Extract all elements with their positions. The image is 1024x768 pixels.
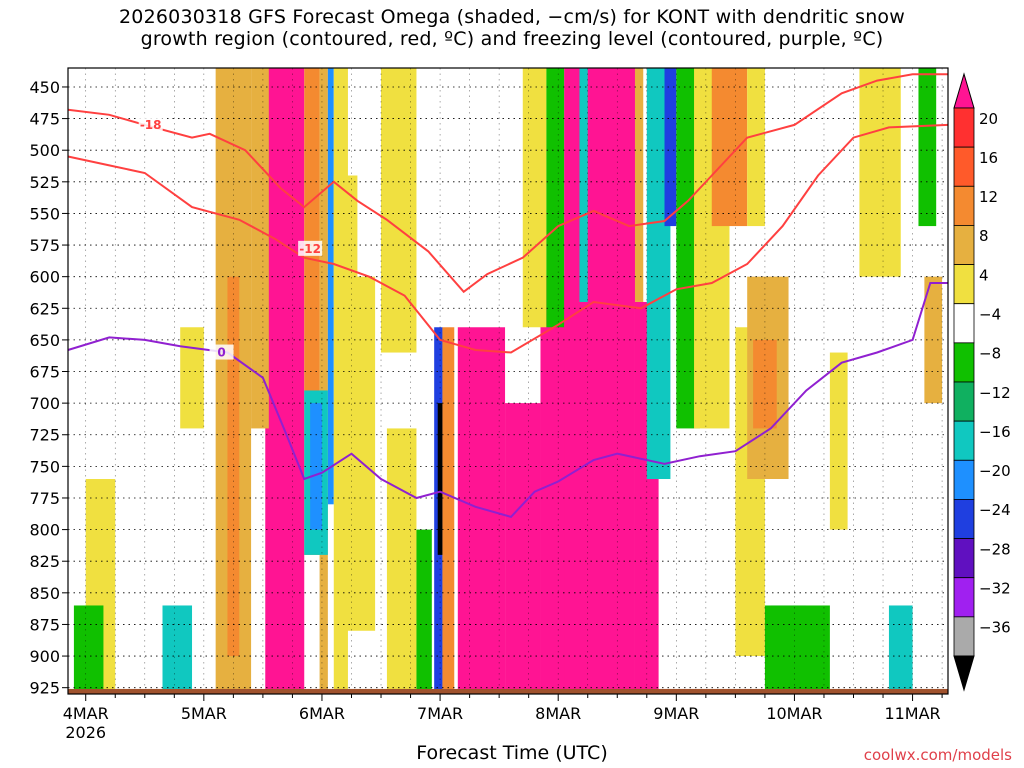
y-tick-label: 700 bbox=[29, 394, 60, 413]
y-tick-label: 750 bbox=[29, 457, 60, 476]
x-tick-label: 11MAR bbox=[884, 704, 940, 723]
omega-shade-cell bbox=[320, 68, 328, 694]
x-tick-label: 9MAR bbox=[653, 704, 699, 723]
omega-shade-cell bbox=[830, 353, 848, 530]
colorbar-label: −8 bbox=[979, 345, 1001, 363]
omega-shade-cell bbox=[505, 403, 540, 694]
y-tick-label: 475 bbox=[29, 110, 60, 129]
y-tick-label: 875 bbox=[29, 615, 60, 634]
omega-shade-cell bbox=[546, 68, 564, 327]
y-tick-label: 800 bbox=[29, 521, 60, 540]
y-tick-label: 600 bbox=[29, 268, 60, 287]
colorbar-swatch bbox=[954, 382, 974, 421]
colorbar-swatch bbox=[954, 421, 974, 460]
colorbar-label: −28 bbox=[979, 540, 1011, 558]
colorbar-swatch bbox=[954, 304, 974, 343]
omega-shade-cell bbox=[251, 68, 269, 428]
omega-shade-cell bbox=[416, 530, 431, 694]
colorbar: 20 16 12 8 4 −4 −8 −12 −16 −20 −24 −28 −32 −36 bbox=[954, 74, 1011, 690]
contour-line bbox=[68, 74, 948, 291]
colorbar-bottom-arrow bbox=[954, 656, 974, 690]
y-tick-label: 850 bbox=[29, 584, 60, 603]
omega-shade-cell bbox=[747, 68, 765, 226]
omega-shade-cell bbox=[889, 605, 913, 694]
colorbar-swatch bbox=[954, 343, 974, 382]
omega-shade-cell bbox=[765, 605, 830, 694]
y-tick-label: 575 bbox=[29, 236, 60, 255]
colorbar-swatch bbox=[954, 147, 974, 186]
colorbar-label: −32 bbox=[979, 580, 1011, 598]
y-axis: 450 475 500 525 550 575 600 625 650 675 700 725 750 7… bbox=[29, 78, 68, 698]
colorbar-swatch bbox=[954, 108, 974, 147]
x-tick-label: 7MAR bbox=[417, 704, 463, 723]
y-tick-label: 625 bbox=[29, 299, 60, 318]
y-tick-label: 525 bbox=[29, 173, 60, 192]
contour-label: -18 bbox=[140, 118, 162, 132]
colorbar-swatch bbox=[954, 499, 974, 538]
y-tick-label: 450 bbox=[29, 78, 60, 97]
colorbar-swatch bbox=[954, 617, 974, 656]
colorbar-label: 12 bbox=[979, 188, 998, 206]
omega-shade-cell bbox=[162, 605, 192, 694]
omega-shade-cell bbox=[442, 327, 454, 694]
y-tick-label: 650 bbox=[29, 331, 60, 350]
contour-label: -12 bbox=[299, 242, 321, 256]
colorbar-label: 16 bbox=[979, 149, 998, 167]
omega-shade-cell bbox=[265, 68, 304, 694]
colorbar-swatch bbox=[954, 539, 974, 578]
omega-shade-cell bbox=[635, 68, 643, 302]
ground-strip bbox=[68, 689, 948, 694]
omega-shade-cell bbox=[712, 68, 747, 226]
omega-shade-cell bbox=[74, 605, 104, 694]
y-tick-label: 825 bbox=[29, 552, 60, 571]
colorbar-label: 8 bbox=[979, 227, 989, 245]
y-tick-label: 675 bbox=[29, 363, 60, 382]
colorbar-swatch bbox=[954, 578, 974, 617]
colorbar-swatch bbox=[954, 265, 974, 304]
ground-strip-fill bbox=[68, 689, 948, 694]
colorbar-label: 4 bbox=[979, 266, 989, 284]
colorbar-label: −24 bbox=[979, 501, 1011, 519]
x-tick-label: 8MAR bbox=[535, 704, 581, 723]
colorbar-swatch bbox=[954, 460, 974, 499]
omega-shade-cell bbox=[381, 68, 416, 353]
y-tick-label: 775 bbox=[29, 489, 60, 508]
colorbar-label: −4 bbox=[979, 306, 1001, 324]
colorbar-swatch bbox=[954, 225, 974, 264]
y-tick-label: 550 bbox=[29, 204, 60, 223]
x-tick-label: 4MAR bbox=[63, 704, 109, 723]
contour-line bbox=[68, 125, 948, 353]
x-tick-label: 6MAR bbox=[299, 704, 345, 723]
colorbar-swatch bbox=[954, 186, 974, 225]
omega-shade-cell bbox=[523, 68, 547, 327]
omega-shade-cell bbox=[328, 68, 334, 504]
omega-shade-cell bbox=[180, 327, 204, 428]
x-tick-label: 10MAR bbox=[766, 704, 822, 723]
colorbar-label: −12 bbox=[979, 384, 1011, 402]
omega-shade-cell bbox=[458, 327, 505, 694]
omega-shade-cell bbox=[918, 68, 936, 226]
y-tick-label: 925 bbox=[29, 679, 60, 698]
y-tick-label: 725 bbox=[29, 426, 60, 445]
omega-shade-cell bbox=[387, 428, 417, 694]
x-tick-sublabel: 2026 bbox=[65, 723, 106, 742]
y-tick-label: 500 bbox=[29, 141, 60, 160]
colorbar-label: 20 bbox=[979, 110, 998, 128]
y-tick-label: 900 bbox=[29, 647, 60, 666]
colorbar-label: −36 bbox=[979, 619, 1011, 637]
colorbar-label: −20 bbox=[979, 462, 1011, 480]
x-tick-label: 5MAR bbox=[181, 704, 227, 723]
source-credit: coolwx.com/models bbox=[864, 746, 1012, 764]
contour-label: 0 bbox=[217, 346, 225, 360]
omega-shade-cell bbox=[564, 68, 635, 694]
omega-shade-cell bbox=[579, 68, 587, 302]
colorbar-top-arrow bbox=[954, 74, 974, 108]
colorbar-label: −16 bbox=[979, 423, 1011, 441]
omega-shade-cell bbox=[665, 68, 677, 226]
